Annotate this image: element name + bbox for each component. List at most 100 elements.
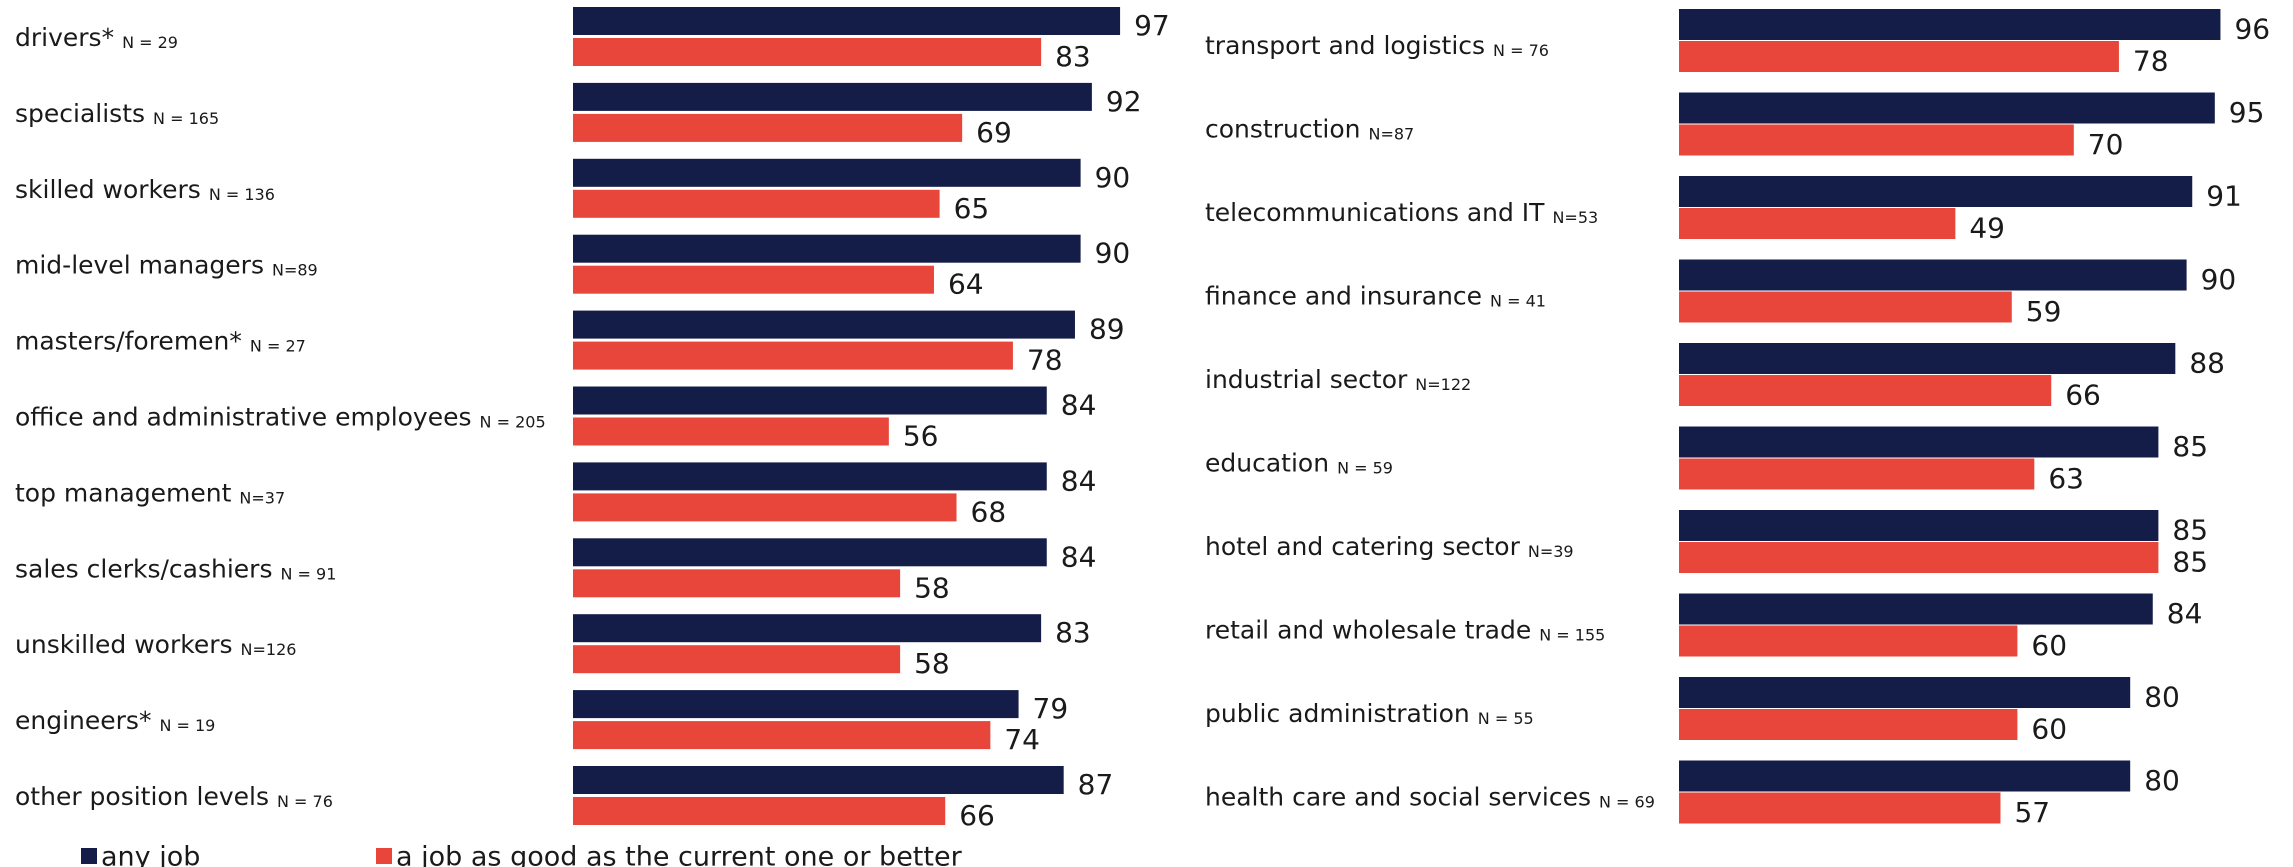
bar <box>573 82 1092 111</box>
bar <box>573 569 901 598</box>
value-label: 85 <box>2172 514 2208 547</box>
bar <box>573 417 889 446</box>
bar <box>573 341 1013 370</box>
bar <box>573 265 934 294</box>
bar <box>573 538 1047 567</box>
value-label: 65 <box>954 192 990 225</box>
bar <box>1679 792 2001 824</box>
n-label: N=37 <box>239 488 285 507</box>
bar <box>1679 458 2035 490</box>
category-label: telecommunications and IT N=53 <box>1205 198 1598 227</box>
value-label: 78 <box>2133 45 2169 78</box>
value-label: 90 <box>1095 161 1131 194</box>
value-label: 58 <box>914 571 950 604</box>
value-label: 79 <box>1033 692 1069 725</box>
bar <box>1679 510 2159 541</box>
value-label: 91 <box>2206 180 2242 213</box>
category-name: engineers* <box>15 706 151 735</box>
bar <box>1679 426 2159 458</box>
category-label: hotel and catering sector N=39 <box>1205 532 1574 561</box>
category-name: education <box>1205 449 1329 478</box>
bar <box>1679 760 2131 792</box>
n-label: N = 27 <box>250 336 306 355</box>
value-label: 69 <box>976 116 1012 149</box>
value-label: 87 <box>1078 768 1114 801</box>
bar <box>1679 41 2119 72</box>
bar <box>573 158 1081 187</box>
value-label: 84 <box>2167 597 2203 630</box>
bar <box>1679 593 2153 625</box>
bar <box>573 113 963 142</box>
value-label: 68 <box>971 495 1007 528</box>
n-label: N = 19 <box>159 716 215 735</box>
category-label: retail and wholesale trade N = 155 <box>1205 616 1605 645</box>
category-name: public administration <box>1205 699 1470 728</box>
category-name: finance and insurance <box>1205 282 1482 311</box>
n-label: N = 69 <box>1599 792 1655 811</box>
value-label: 90 <box>1095 237 1131 270</box>
legend-swatch <box>376 848 392 864</box>
n-label: N = 76 <box>277 792 333 811</box>
category-name: industrial sector <box>1205 365 1408 394</box>
value-label: 66 <box>2065 379 2101 412</box>
value-label: 60 <box>2031 629 2067 662</box>
category-label: top management N=37 <box>15 478 285 507</box>
category-name: drivers* <box>15 23 114 52</box>
bar <box>573 234 1081 263</box>
bar <box>1679 343 2176 374</box>
category-label: skilled workers N = 136 <box>15 175 275 204</box>
value-label: 80 <box>2144 681 2180 714</box>
bar <box>1679 677 2131 708</box>
category-name: transport and logistics <box>1205 31 1485 60</box>
category-name: masters/foremen* <box>15 327 242 356</box>
category-name: mid-level managers <box>15 251 264 280</box>
bar <box>573 614 1042 643</box>
category-name: top management <box>15 478 232 507</box>
category-label: education N = 59 <box>1205 449 1393 478</box>
n-label: N = 205 <box>480 412 546 431</box>
n-label: N=87 <box>1368 124 1414 143</box>
category-label: mid-level managers N=89 <box>15 251 318 280</box>
n-label: N = 155 <box>1539 625 1605 644</box>
n-label: N = 59 <box>1337 458 1393 477</box>
n-label: N=89 <box>272 260 318 279</box>
value-label: 64 <box>948 268 984 301</box>
value-label: 89 <box>1089 313 1125 346</box>
value-label: 70 <box>2088 128 2124 161</box>
value-label: 80 <box>2144 764 2180 797</box>
category-name: retail and wholesale trade <box>1205 616 1531 645</box>
value-label: 78 <box>1027 344 1063 377</box>
value-label: 84 <box>1061 464 1097 497</box>
category-label: engineers* N = 19 <box>15 706 215 735</box>
category-label: transport and logistics N = 76 <box>1205 31 1549 60</box>
bar <box>573 797 946 825</box>
bar <box>1679 124 2074 156</box>
category-label: other position levels N = 76 <box>15 782 333 811</box>
value-label: 84 <box>1061 389 1097 422</box>
category-label: office and administrative employees N = 2… <box>15 403 546 432</box>
value-label: 85 <box>2172 430 2208 463</box>
value-label: 85 <box>2172 546 2208 579</box>
category-label: public administration N = 55 <box>1205 699 1534 728</box>
n-label: N = 41 <box>1490 291 1546 310</box>
bar <box>1679 259 2187 291</box>
bar <box>573 189 940 218</box>
category-name: telecommunications and IT <box>1205 198 1545 227</box>
value-label: 66 <box>959 799 995 832</box>
value-label: 59 <box>2026 295 2062 328</box>
bar <box>1679 709 2018 740</box>
value-label: 49 <box>1969 212 2005 245</box>
bar <box>1679 542 2159 573</box>
bar <box>573 645 901 674</box>
category-name: hotel and catering sector <box>1205 532 1521 561</box>
category-label: sales clerks/cashiers N = 91 <box>15 554 336 583</box>
n-label: N = 55 <box>1478 709 1534 728</box>
category-label: masters/foremen* N = 27 <box>15 327 306 356</box>
value-label: 95 <box>2229 96 2265 129</box>
bar <box>1679 375 2052 406</box>
category-name: construction <box>1205 115 1360 144</box>
n-label: N=39 <box>1528 542 1574 561</box>
category-name: skilled workers <box>15 175 201 204</box>
bar <box>1679 176 2193 207</box>
n-label: N = 165 <box>153 108 219 127</box>
